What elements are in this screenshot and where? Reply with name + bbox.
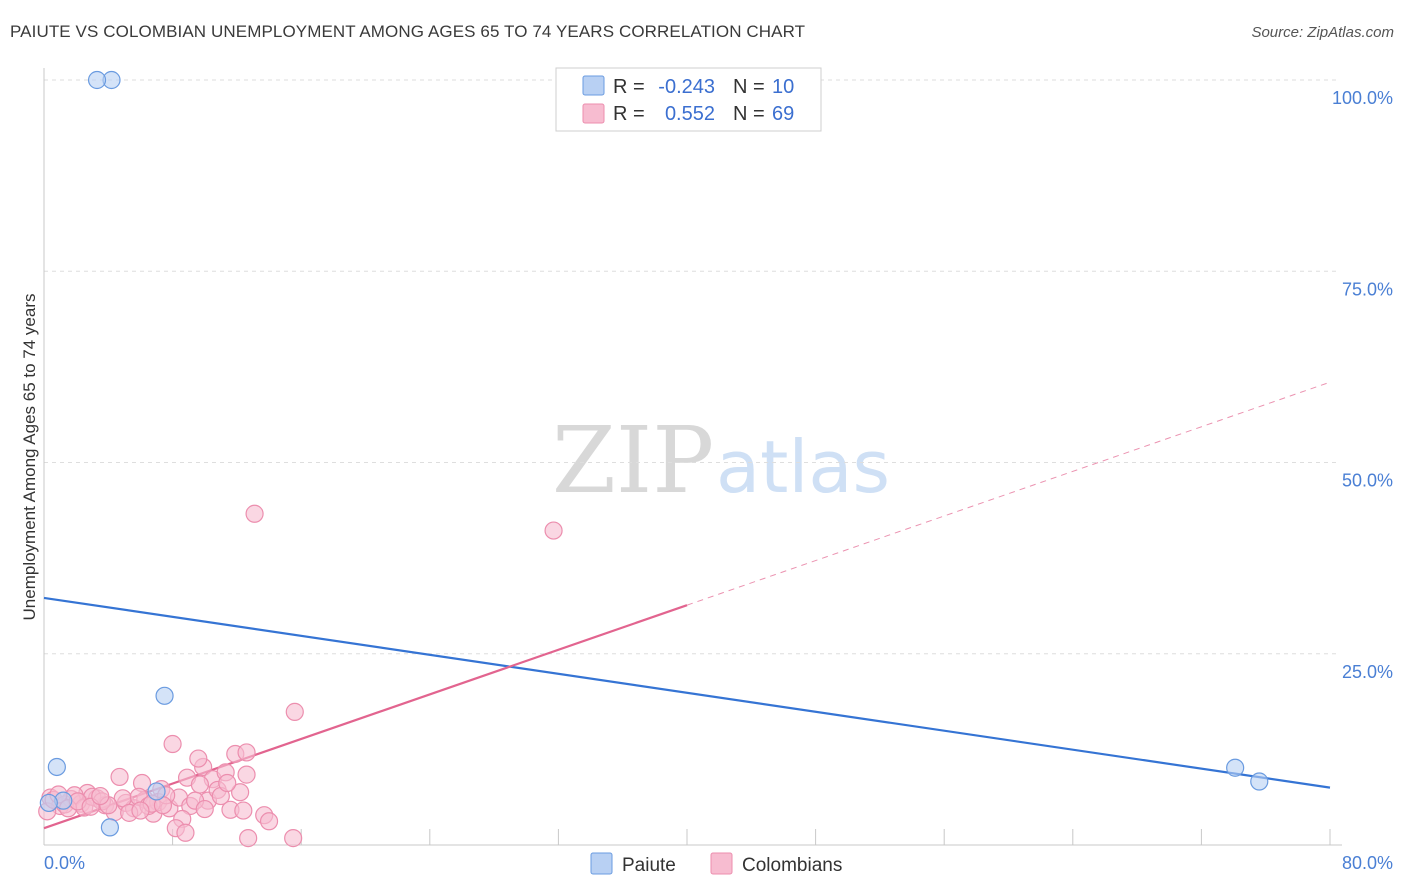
colombian-point [544, 521, 563, 540]
colombian-point [237, 743, 256, 762]
legend-swatch-colombians [582, 103, 605, 124]
colombian-point [163, 734, 182, 754]
axes [43, 68, 1342, 846]
data-points [38, 70, 1269, 848]
legend-r-value: -0.243 [658, 76, 715, 98]
colombian-point [234, 801, 253, 820]
colombian-point [91, 786, 110, 806]
gridlines [44, 79, 1340, 655]
paiute-point [1250, 772, 1269, 791]
colombian-point [245, 504, 264, 523]
watermark-zip: ZIP [552, 407, 714, 514]
source-credit: Source: ZipAtlas.com [1251, 24, 1394, 41]
legend-swatch-paiute [590, 852, 613, 875]
watermark-atlas: atlas [716, 425, 890, 509]
y-tick-label: 100.0% [1332, 88, 1393, 108]
tick-labels: 25.0% 50.0% 75.0% 100.0% 0.0% 80.0% [44, 88, 1393, 873]
legend-label-paiute: Paiute [622, 855, 676, 876]
paiute-point [47, 757, 66, 777]
paiute-point [39, 793, 58, 813]
legend-r-label: R = [613, 103, 645, 125]
colombian-point [176, 823, 195, 842]
colombian-point [110, 767, 129, 787]
series-legend: Paiute Colombians [590, 852, 842, 876]
paiute-point [147, 782, 166, 801]
legend-n-label: N = [733, 103, 765, 125]
colombian-point [285, 702, 304, 721]
colombian-point [189, 749, 208, 768]
paiute-point [100, 818, 120, 837]
x-tick-label: 80.0% [1342, 853, 1393, 873]
paiute-point [1226, 758, 1245, 777]
legend-r-label: R = [613, 76, 645, 98]
legend-n-value: 69 [772, 103, 794, 125]
colombian-point [237, 765, 256, 784]
y-tick-label: 25.0% [1342, 662, 1393, 682]
colombian-point [259, 812, 279, 831]
colombian-point [190, 775, 210, 794]
correlation-legend: R = -0.243 N = 10 R = 0.552 N = 69 [555, 67, 822, 132]
colombian-point [218, 773, 237, 793]
legend-r-value: 0.552 [665, 103, 715, 125]
colombian-point [231, 783, 250, 802]
trend-line-paiute [43, 596, 1331, 789]
trend-extension-colombians [686, 381, 1331, 606]
y-tick-label: 75.0% [1342, 279, 1393, 299]
paiute-point [155, 686, 174, 705]
chart-title: PAIUTE VS COLOMBIAN UNEMPLOYMENT AMONG A… [10, 22, 806, 41]
paiute-point [87, 70, 107, 90]
y-axis-label: Unemployment Among Ages 65 to 74 years [20, 294, 39, 621]
colombian-point [195, 799, 214, 819]
legend-swatch-paiute [582, 75, 605, 96]
legend-n-value: 10 [772, 76, 794, 98]
y-tick-label: 50.0% [1342, 471, 1393, 491]
legend-swatch-colombians [710, 852, 733, 875]
colombian-point [239, 829, 258, 848]
colombian-point [131, 801, 150, 820]
legend-n-label: N = [733, 76, 765, 98]
colombian-point [284, 829, 303, 848]
x-tick-label: 0.0% [44, 853, 85, 873]
legend-label-colombians: Colombians [742, 855, 842, 876]
